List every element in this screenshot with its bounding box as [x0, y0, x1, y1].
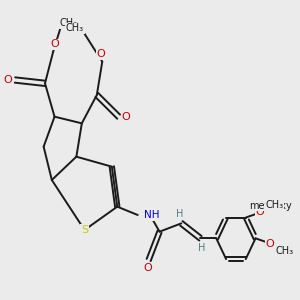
Text: O: O — [121, 112, 130, 122]
Text: O: O — [266, 239, 274, 249]
Text: CH₃: CH₃ — [66, 23, 84, 33]
Text: O: O — [4, 75, 13, 85]
Text: O: O — [256, 206, 265, 217]
Text: S: S — [81, 225, 88, 235]
Text: methoxy: methoxy — [249, 201, 292, 211]
Text: CH₃: CH₃ — [60, 18, 78, 28]
Text: O: O — [143, 263, 152, 273]
Text: O: O — [50, 39, 59, 49]
Text: H: H — [198, 243, 206, 253]
Text: H: H — [176, 209, 184, 219]
Text: CH₃: CH₃ — [266, 200, 284, 210]
Text: O: O — [97, 49, 105, 59]
Text: CH₃: CH₃ — [276, 246, 294, 256]
Text: NH: NH — [144, 210, 159, 220]
